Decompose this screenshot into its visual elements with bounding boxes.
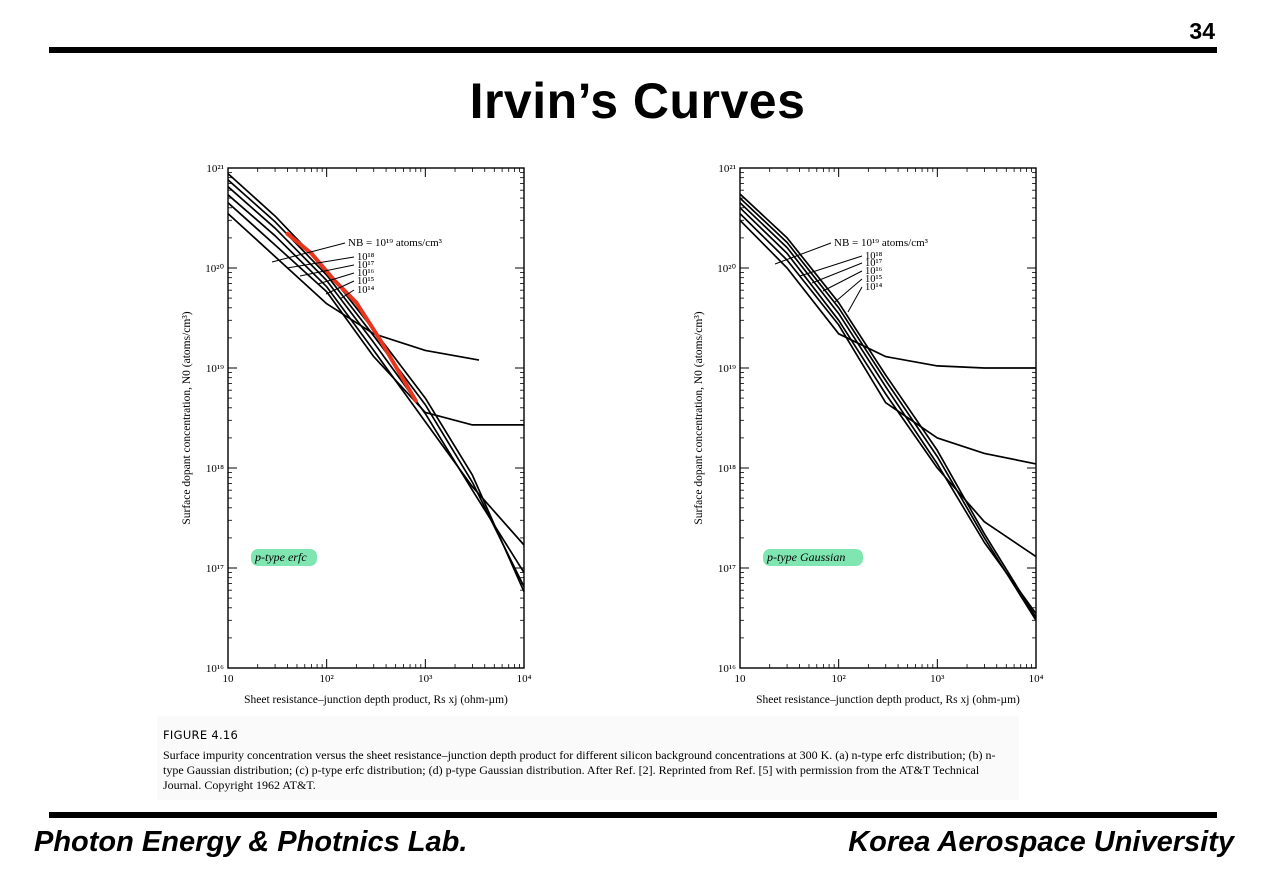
series-line-nb-10¹⁷ [227,194,525,546]
y-tick-label: 10²⁰ [205,263,224,275]
y-tick-label: 10¹⁸ [206,463,224,475]
curve-label-leader [325,280,355,295]
curve-label: 10¹⁵ [357,276,375,287]
tag-highlight [763,549,863,566]
curve-label: NB = 10¹⁹ atoms/cm³ [348,237,443,249]
x-tick-label: 10³ [418,673,433,685]
y-tick-label: 10¹⁶ [206,663,224,675]
curve-label: 10¹⁷ [865,258,883,269]
caption-figure-label: FIGURE 4.16 [163,728,239,742]
x-tick-label: 10⁴ [517,673,532,685]
curve-label-leader [799,255,863,277]
tag-highlight [251,549,317,566]
curve-label-leader [299,264,355,277]
plot-frame [739,167,1037,669]
x-tick-label: 10 [223,673,235,685]
y-tick-label: 10¹⁷ [206,563,224,575]
x-tick-label: 10⁴ [1029,673,1044,685]
curve-label: 10¹⁶ [357,268,375,279]
y-tick-label: 10¹⁹ [718,363,736,375]
series-line-nb-10¹⁵ [739,197,1037,621]
y-tick-label: 10¹⁹ [206,363,224,375]
series-line-nb-10¹⁹ [739,219,1036,369]
series-line-nb-10¹⁵ [227,179,525,588]
y-tick-label: 10¹⁸ [718,463,736,475]
footer-university-name: Korea Aerospace University [848,826,1234,858]
curve-label-leader [847,286,863,313]
top-divider [49,47,1217,53]
curve-label-leader [339,289,355,300]
x-tick-label: 10² [832,673,847,685]
series-line-nb-10¹⁸ [739,212,1037,465]
footer-lab-name: Photon Energy & Photnics Lab. [34,826,468,858]
series-line-nb-10¹⁶ [227,186,525,574]
curve-label: 10¹⁶ [865,266,883,277]
distribution-tag: p-type erfc [254,550,307,564]
curve-label-leader [822,270,863,292]
plot-frame [227,167,525,669]
y-tick-label: 10²⁰ [717,263,736,275]
curve-label: 10¹⁴ [357,285,375,296]
curve-label: 10¹⁵ [865,274,883,285]
x-tick-label: 10³ [930,673,945,685]
highlighted-curve-segment [285,231,418,403]
curve-label-leader [811,262,863,284]
curve-label-leader [834,278,863,303]
curve-label: 10¹⁷ [357,260,375,271]
page-number: 34 [1189,18,1215,44]
caption-text: Surface impurity concentration versus th… [163,748,996,792]
curve-label-leader [774,242,832,265]
y-tick-label: 10¹⁶ [718,663,736,675]
distribution-tag: p-type Gaussian [766,550,845,564]
series-line-nb-10¹⁶ [739,202,1037,615]
slide-title: Irvin’s Curves [469,73,806,129]
curve-label: 10¹⁸ [865,251,883,262]
caption-box [157,716,1019,800]
curve-label-leader [317,272,355,285]
x-axis-title: Sheet resistance–junction depth product,… [244,694,508,706]
curve-label-leader [271,242,346,263]
y-tick-label: 10¹⁷ [718,563,736,575]
y-tick-label: 10²¹ [718,163,736,175]
y-axis-title: Surface dopant concentration, N0 (atoms/… [693,311,705,524]
curve-label: NB = 10¹⁹ atoms/cm³ [834,237,929,249]
x-axis-title: Sheet resistance–junction depth product,… [756,694,1020,706]
bottom-divider [49,812,1217,818]
series-line-nb-10¹⁴ [739,193,1037,618]
y-tick-label: 10²¹ [206,163,224,175]
curve-label-leader [286,256,355,269]
series-line-nb-10¹⁷ [739,207,1037,558]
y-axis-title: Surface dopant concentration, N0 (atoms/… [181,311,193,524]
series-line-nb-10¹⁸ [227,202,524,426]
x-tick-label: 10 [735,673,747,685]
curve-label: 10¹⁴ [865,282,883,293]
curve-label: 10¹⁸ [357,252,375,263]
x-tick-label: 10² [320,673,335,685]
